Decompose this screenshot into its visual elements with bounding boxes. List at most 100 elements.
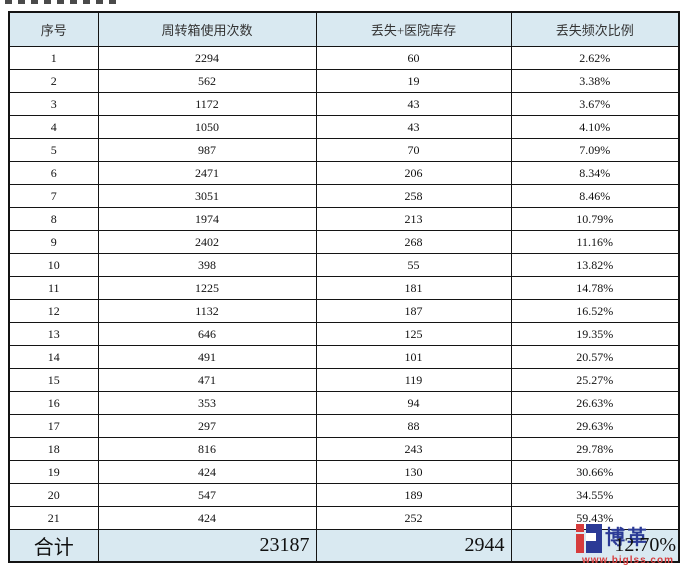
table-row: 17 297 88 29.63% [8, 414, 680, 438]
loss-frequency-table: 序号 周转箱使用次数 丢失+医院库存 丢失频次比例 1 2294 60 2.62… [8, 11, 680, 563]
cell-ratio: 20.57% [510, 345, 680, 369]
total-row: 合计 23187 2944 12.70% [8, 529, 680, 563]
cell-lost: 206 [315, 161, 512, 185]
cell-usage: 1132 [97, 299, 317, 323]
cell-lost: 130 [315, 460, 512, 484]
table-row: 19 424 130 30.66% [8, 460, 680, 484]
table-row: 13 646 125 19.35% [8, 322, 680, 346]
table-row: 3 1172 43 3.67% [8, 92, 680, 116]
table-header: 序号 周转箱使用次数 丢失+医院库存 丢失频次比例 [8, 11, 680, 47]
cell-lost: 19 [315, 69, 512, 93]
cell-usage: 3051 [97, 184, 317, 208]
cell-index: 13 [8, 322, 99, 346]
cell-lost: 268 [315, 230, 512, 254]
cell-ratio: 14.78% [510, 276, 680, 300]
cell-usage: 987 [97, 138, 317, 162]
cell-ratio: 13.82% [510, 253, 680, 277]
cell-usage: 424 [97, 506, 317, 530]
clipped-caption-fragment [5, 0, 117, 4]
table-row: 7 3051 258 8.46% [8, 184, 680, 208]
cell-index: 11 [8, 276, 99, 300]
table-row: 21 424 252 59.43% [8, 506, 680, 530]
cell-index: 18 [8, 437, 99, 461]
col-header-usage: 周转箱使用次数 [97, 11, 317, 47]
cell-lost: 213 [315, 207, 512, 231]
cell-ratio: 7.09% [510, 138, 680, 162]
table-sheet: 序号 周转箱使用次数 丢失+医院库存 丢失频次比例 1 2294 60 2.62… [8, 11, 680, 563]
table-row: 14 491 101 20.57% [8, 345, 680, 369]
cell-lost: 119 [315, 368, 512, 392]
cell-ratio: 8.46% [510, 184, 680, 208]
cell-lost: 181 [315, 276, 512, 300]
table-row: 9 2402 268 11.16% [8, 230, 680, 254]
cell-usage: 353 [97, 391, 317, 415]
table-footer: 合计 23187 2944 12.70% [8, 529, 680, 563]
cell-lost: 43 [315, 92, 512, 116]
total-label: 合计 [8, 529, 99, 563]
total-usage-value: 23187 [97, 529, 317, 563]
cell-ratio: 19.35% [510, 322, 680, 346]
table-row: 10 398 55 13.82% [8, 253, 680, 277]
cell-lost: 187 [315, 299, 512, 323]
cell-index: 7 [8, 184, 99, 208]
cell-lost: 60 [315, 46, 512, 70]
cell-index: 3 [8, 92, 99, 116]
cell-lost: 189 [315, 483, 512, 507]
cell-usage: 1050 [97, 115, 317, 139]
cell-ratio: 11.16% [510, 230, 680, 254]
cell-index: 1 [8, 46, 99, 70]
col-header-lost: 丢失+医院库存 [315, 11, 512, 47]
cell-usage: 1225 [97, 276, 317, 300]
table-row: 15 471 119 25.27% [8, 368, 680, 392]
cell-lost: 252 [315, 506, 512, 530]
cell-usage: 547 [97, 483, 317, 507]
col-header-ratio: 丢失频次比例 [510, 11, 680, 47]
table-row: 8 1974 213 10.79% [8, 207, 680, 231]
cell-usage: 491 [97, 345, 317, 369]
cell-index: 10 [8, 253, 99, 277]
table-row: 4 1050 43 4.10% [8, 115, 680, 139]
cell-ratio: 8.34% [510, 161, 680, 185]
cell-ratio: 3.38% [510, 69, 680, 93]
cell-index: 5 [8, 138, 99, 162]
cell-usage: 398 [97, 253, 317, 277]
table-row: 6 2471 206 8.34% [8, 161, 680, 185]
table-row: 12 1132 187 16.52% [8, 299, 680, 323]
cell-index: 2 [8, 69, 99, 93]
cell-index: 12 [8, 299, 99, 323]
cell-usage: 816 [97, 437, 317, 461]
cell-lost: 101 [315, 345, 512, 369]
table-body: 1 2294 60 2.62% 2 562 19 3.38% 3 1172 43… [8, 46, 680, 530]
table-row: 5 987 70 7.09% [8, 138, 680, 162]
cell-lost: 43 [315, 115, 512, 139]
table-row: 2 562 19 3.38% [8, 69, 680, 93]
cell-usage: 2471 [97, 161, 317, 185]
cell-lost: 125 [315, 322, 512, 346]
cell-index: 20 [8, 483, 99, 507]
cell-lost: 55 [315, 253, 512, 277]
cell-index: 16 [8, 391, 99, 415]
cell-index: 17 [8, 414, 99, 438]
cell-lost: 70 [315, 138, 512, 162]
cell-usage: 2402 [97, 230, 317, 254]
cell-lost: 88 [315, 414, 512, 438]
cell-ratio: 59.43% [510, 506, 680, 530]
cell-lost: 94 [315, 391, 512, 415]
cell-index: 15 [8, 368, 99, 392]
cell-ratio: 25.27% [510, 368, 680, 392]
cell-ratio: 34.55% [510, 483, 680, 507]
cell-ratio: 4.10% [510, 115, 680, 139]
cell-ratio: 26.63% [510, 391, 680, 415]
total-lost-value: 2944 [315, 529, 512, 563]
header-row: 序号 周转箱使用次数 丢失+医院库存 丢失频次比例 [8, 11, 680, 47]
cell-ratio: 29.78% [510, 437, 680, 461]
table-row: 11 1225 181 14.78% [8, 276, 680, 300]
col-header-index: 序号 [8, 11, 99, 47]
cell-usage: 471 [97, 368, 317, 392]
table-row: 20 547 189 34.55% [8, 483, 680, 507]
cell-usage: 1172 [97, 92, 317, 116]
cell-index: 14 [8, 345, 99, 369]
total-ratio-text: 12.70% [614, 534, 676, 556]
cell-usage: 2294 [97, 46, 317, 70]
cell-usage: 1974 [97, 207, 317, 231]
